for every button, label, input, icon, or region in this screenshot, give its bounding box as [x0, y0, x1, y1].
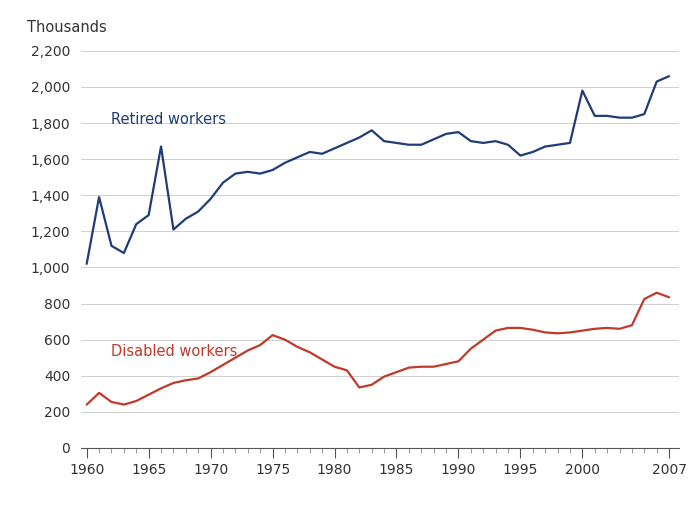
Text: Retired workers: Retired workers [111, 111, 227, 127]
Text: Thousands: Thousands [27, 20, 106, 35]
Text: Disabled workers: Disabled workers [111, 345, 238, 359]
